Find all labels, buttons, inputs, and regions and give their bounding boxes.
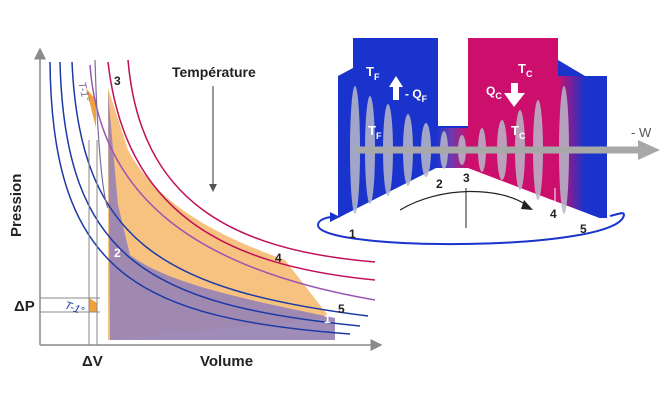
cold-heat-arrow [504,83,525,107]
pv-diagram: Volume Pression ΔV ΔP Température T-1° T… [8,47,383,370]
return-loop-tail [609,212,625,217]
delta-p-label: ΔP [14,298,35,315]
pv-point-4: 4 [275,251,282,265]
cold-heat-label: QC [486,84,502,101]
cycle-arc-head [521,200,533,210]
engine-diagram: TF - QF TC QC TF TC - W 1 2 3 4 5 [316,38,660,246]
return-loop [316,213,625,246]
work-label: - W [631,125,652,140]
engine-point-4: 4 [550,207,557,221]
hot-temp-inner: TF [368,123,382,141]
pv-point-1: 1 [324,312,331,326]
x-axis-label: Volume [200,353,253,370]
temperature-arrow-head [209,184,217,192]
shaft-arrow-head [638,140,660,160]
isotherm-cold-2 [59,61,361,327]
pv-point-5: 5 [338,302,345,316]
small-area-upper [86,88,96,128]
pv-point-3: 3 [114,74,121,88]
cold-temp-inner: TC [511,123,526,141]
cycle-arc [399,190,529,211]
net-work-area [108,92,335,340]
delta-v-label: ΔV [82,353,103,370]
isotherm-cold-3 [49,61,351,335]
isotherm-hot-2 [107,61,376,281]
small-area-lower [89,298,97,312]
isotherm-cold-1 [71,61,369,317]
hot-heat-arrow [389,76,403,100]
engine-point-2: 2 [436,177,443,191]
pv-point-2: 2 [114,246,121,260]
y-axis-label: Pression [8,174,25,237]
isotherm-label-upper: T-1° [75,81,92,104]
adiabat-upper [89,64,376,301]
engine-point-3: 3 [463,171,470,185]
cold-temp-outer: TC [518,61,533,79]
isotherm-ref [94,59,109,209]
valley [338,168,610,222]
engine-point-5: 5 [580,222,587,236]
isotherm-hot [127,59,376,263]
isotherm-label-lower: T-1° [63,300,86,318]
temperature-label: Température [172,64,256,80]
return-loop-head [330,212,340,222]
hot-heat-label: - QF [405,87,428,104]
engine-point-1: 1 [349,227,356,241]
hot-temp-outer: TF [366,64,380,82]
